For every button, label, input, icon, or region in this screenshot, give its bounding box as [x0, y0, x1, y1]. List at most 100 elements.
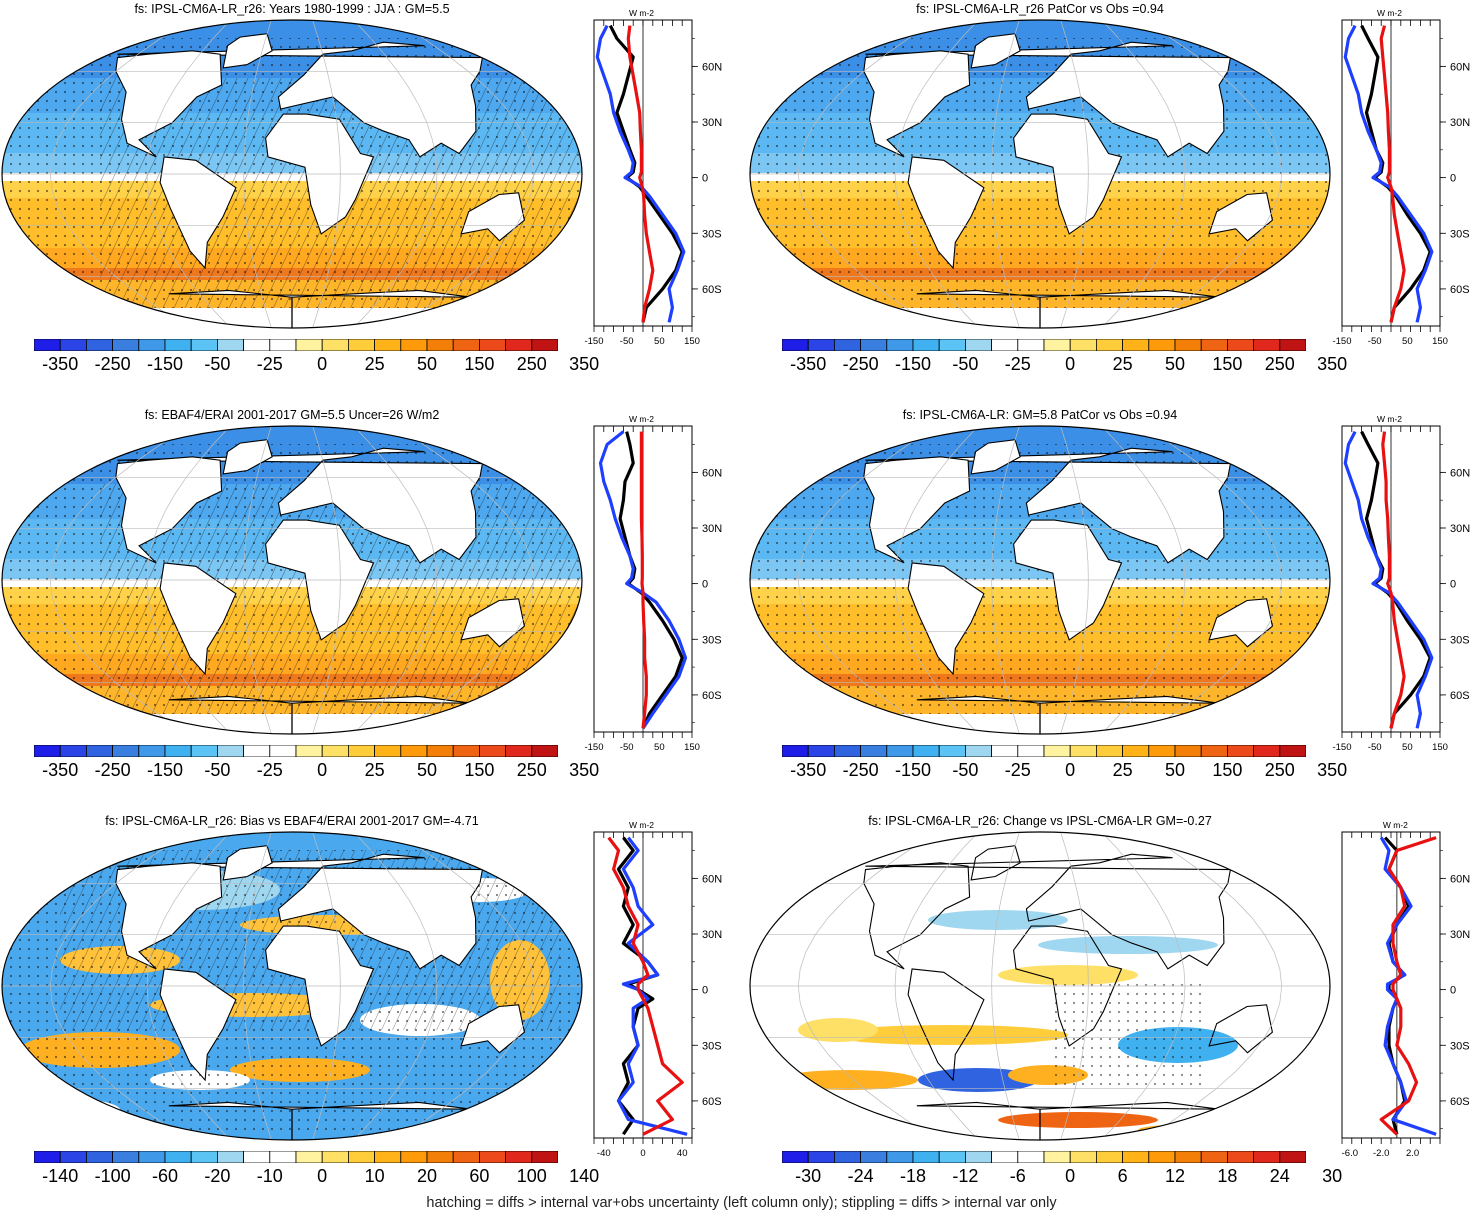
- colorbar-label: 6: [1117, 1166, 1128, 1186]
- colorbar-labels: -350 -250 -150 -50 -25 0 25 50 150 250 350: [34, 760, 599, 782]
- map-field: [2, 20, 582, 328]
- colorbar-label: 100: [516, 1166, 547, 1186]
- colorbar-swatch: [1174, 1151, 1202, 1163]
- colorbar-swatch: [216, 339, 244, 351]
- colorbar-labels: -350 -250 -150 -50 -25 0 25 50 150 250 350: [34, 354, 599, 376]
- zonal-lat-label: 60S: [702, 690, 722, 702]
- zonal-x-label: -50: [620, 742, 634, 753]
- zonal-lat-label: 0: [702, 985, 708, 997]
- map-border: [749, 831, 1331, 1141]
- colorbar-swatch: [860, 1151, 888, 1163]
- zonal-lat-label: 30N: [702, 929, 722, 941]
- zonal-lat-label: 30N: [702, 117, 722, 129]
- zonal-series-line: [598, 430, 688, 730]
- colorbar-labels: -30 -24 -18 -12 -6 0 6 12 18 24 30: [782, 1166, 1342, 1188]
- map-plot: [749, 425, 1331, 735]
- zonal-x-label: -50: [1368, 336, 1382, 347]
- colorbar-label: -10: [256, 1166, 283, 1186]
- field-anomaly: [1138, 1124, 1258, 1136]
- zonal-lat-label: 0: [1450, 985, 1456, 997]
- zonal-lat-label: 60S: [702, 284, 722, 296]
- colorbar-label: 20: [416, 1166, 438, 1186]
- zonal-series-line: [1360, 430, 1432, 729]
- colorbar-label: -25: [1004, 760, 1031, 780]
- field-anomaly: [998, 1112, 1158, 1128]
- colorbar-label: -25: [1004, 354, 1031, 374]
- zonal-x-label: -150: [1332, 742, 1351, 753]
- zonal-x-label: -40: [597, 1148, 611, 1159]
- colorbar-label: -150: [894, 354, 932, 374]
- zonal-lat-label: 60N: [702, 61, 722, 73]
- colorbar-swatch: [295, 1151, 323, 1163]
- graticule-lon: [353, 426, 438, 734]
- colorbar: [34, 339, 558, 351]
- colorbar-swatch: [164, 339, 192, 351]
- graticule-lon: [1101, 832, 1186, 1140]
- colorbar-label: 0: [1065, 1166, 1076, 1186]
- colorbar-swatch: [86, 339, 114, 351]
- colorbar-label: 150: [1212, 354, 1243, 374]
- map-border: [1, 831, 583, 1141]
- coastline-australia: [1208, 1004, 1274, 1054]
- zonal-lat-label: 30N: [1450, 929, 1470, 941]
- colorbar-swatch: [347, 339, 375, 351]
- map-plot: [1, 19, 583, 329]
- colorbar-swatch: [964, 745, 992, 757]
- colorbar-label: 25: [364, 354, 385, 374]
- zonal-lat-label: 60N: [702, 873, 722, 885]
- colorbar-swatch: [1200, 1151, 1228, 1163]
- graticule-lon: [1060, 426, 1089, 734]
- map-title: fs: IPSL-CM6A-LR_r26 PatCor vs Obs =0.94: [916, 2, 1164, 16]
- colorbar-swatch: [112, 339, 140, 351]
- colorbar-label: 0: [1065, 354, 1076, 374]
- zonal-x-label: -50: [620, 336, 634, 347]
- colorbar-label: -150: [146, 760, 184, 780]
- map-plot: [749, 19, 1331, 329]
- zonal-x-label: 150: [1432, 336, 1448, 347]
- colorbar-label: 150: [1212, 760, 1243, 780]
- coastline-namerica: [115, 50, 223, 158]
- colorbar-swatch: [1279, 1151, 1306, 1163]
- colorbar-label: 24: [1269, 1166, 1290, 1186]
- map-title: fs: IPSL-CM6A-LR_r26: Years 1980-1999 : …: [134, 2, 450, 16]
- graticule-lon: [991, 832, 1020, 1140]
- coastline-namerica: [863, 456, 971, 564]
- colorbar: [782, 745, 1306, 757]
- graticule-lon: [146, 426, 231, 734]
- colorbar-label: 350: [1317, 760, 1348, 780]
- colorbar-swatch: [1253, 745, 1281, 757]
- colorbar-swatch: [1043, 745, 1071, 757]
- graticule-lon: [1142, 20, 1283, 328]
- coastline-namerica: [115, 862, 223, 970]
- zonal-x-label: -50: [1368, 742, 1382, 753]
- colorbar-label: 18: [1217, 1166, 1238, 1186]
- zonal-series-line: [616, 836, 688, 1136]
- coastline-namerica: [863, 50, 971, 158]
- zonal-mean-plot: 60N 30N 0 30S 60S W m-2 -150 -50 50 150: [584, 8, 722, 347]
- zonal-x-label: -150: [584, 742, 603, 753]
- colorbar-swatch: [505, 1151, 533, 1163]
- coastline-eurasia: [117, 41, 484, 158]
- colorbar-label: -6: [1009, 1166, 1026, 1186]
- colorbar-swatch: [347, 1151, 375, 1163]
- colorbar-swatch: [190, 339, 218, 351]
- colorbar-swatch: [1122, 339, 1150, 351]
- zonal-x-label: -6.0: [1342, 1148, 1358, 1159]
- graticule-lon: [1101, 20, 1186, 328]
- zonal-unit-label: W m-2: [1377, 414, 1402, 424]
- colorbar-label: -24: [847, 1166, 874, 1186]
- colorbar-swatch: [59, 339, 87, 351]
- colorbar-label: -25: [256, 354, 283, 374]
- colorbar-swatch: [1226, 745, 1254, 757]
- panel-bottom-right: fs: IPSL-CM6A-LR_r26: Change vs IPSL-CM6…: [748, 812, 1483, 1217]
- colorbar-swatch: [86, 745, 114, 757]
- colorbar-label: 150: [464, 760, 495, 780]
- colorbar-swatch: [1095, 1151, 1123, 1163]
- zonal-lat-label: 60N: [1450, 467, 1470, 479]
- colorbar-label: 150: [464, 354, 495, 374]
- colorbar-swatch: [216, 745, 244, 757]
- zonal-lat-label: 30S: [1450, 228, 1470, 240]
- colorbar-label: 50: [416, 760, 438, 780]
- map-plot: [1, 425, 583, 735]
- graticule-lon: [146, 20, 231, 328]
